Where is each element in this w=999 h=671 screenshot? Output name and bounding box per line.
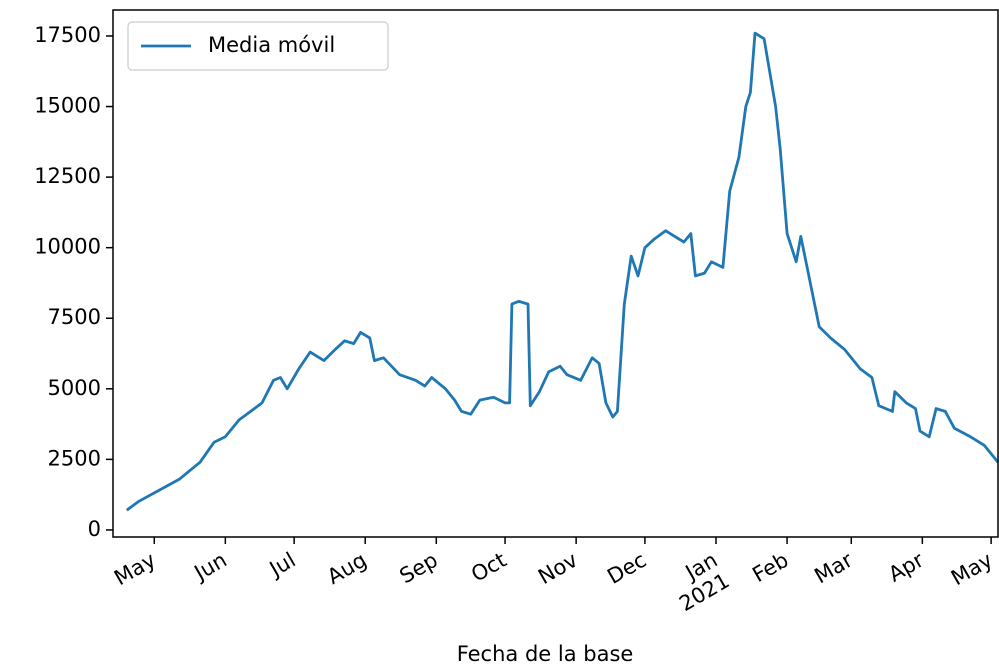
y-tick-label: 5000 [48, 376, 101, 400]
x-tick-label: Nov [534, 548, 582, 589]
x-tick-label: Apr [884, 548, 928, 587]
y-tick-label: 10000 [34, 235, 101, 259]
plot-area [125, 31, 999, 512]
y-tick-label: 15000 [34, 94, 101, 118]
x-tick-label: Dec [603, 548, 650, 589]
y-tick-label: 2500 [48, 446, 101, 470]
legend-box [127, 21, 389, 71]
y-tick-label: 0 [88, 517, 101, 541]
x-tick-label: Jun [189, 548, 231, 586]
x-tick-label: May [947, 548, 997, 590]
x-tick-label: Feb [748, 548, 792, 587]
x-tick-label: Aug [323, 548, 371, 589]
x-tick-label: Jan2021 [663, 548, 733, 616]
legend-label: Media móvil [208, 33, 335, 57]
line-series [125, 31, 999, 512]
x-tick-label: May [110, 548, 160, 590]
y-tick-label: 7500 [48, 305, 101, 329]
plot-frame [112, 9, 999, 538]
x-tick-label: Oct [467, 548, 510, 587]
x-tick-label: Mar [810, 548, 857, 589]
x-tick-label: Jul [264, 548, 300, 582]
x-tick-label: Sep [395, 548, 441, 589]
y-tick-label: 12500 [34, 164, 101, 188]
x-axis-label: Fecha de la base [457, 642, 634, 666]
y-tick-label: 17500 [34, 23, 101, 47]
